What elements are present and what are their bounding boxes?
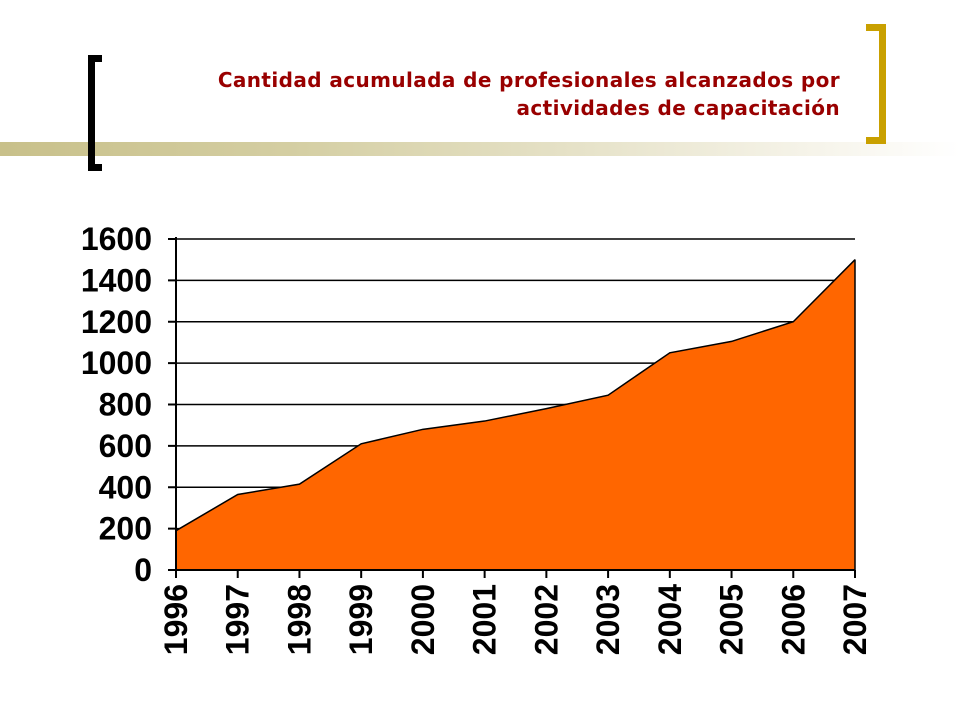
x-tick-label-2003: 2003 — [590, 584, 626, 655]
data-point-1997 — [237, 493, 239, 495]
y-tick-label-200: 200 — [99, 511, 152, 547]
y-axis-tick-labels: 0 200 400 600 800 1000 1200 1400 1600 — [81, 221, 152, 588]
x-tick-label-1997: 1997 — [220, 584, 256, 655]
y-tick-label-0: 0 — [134, 552, 152, 588]
data-point-1999 — [360, 443, 362, 445]
data-point-2002 — [545, 408, 547, 410]
x-tick-label-1998: 1998 — [281, 584, 317, 655]
slide-title: Cantidad acumulada de profesionales alca… — [120, 66, 840, 122]
right-bracket-decoration — [866, 24, 886, 144]
area-series-outline — [175, 259, 856, 532]
x-tick-label-2007: 2007 — [837, 584, 873, 655]
y-tick-label-600: 600 — [99, 428, 152, 464]
data-point-2000 — [422, 428, 424, 430]
y-tick-label-1000: 1000 — [81, 345, 152, 381]
x-tick-label-2002: 2002 — [528, 584, 564, 655]
x-axis-tick-labels: 1996 1997 1998 1999 2000 2001 2002 2003 2004 2005… — [158, 584, 873, 655]
data-point-2006 — [792, 321, 794, 323]
x-tick-label-2005: 2005 — [714, 584, 750, 655]
chart-axes — [168, 237, 856, 578]
data-point-2004 — [669, 352, 671, 354]
x-tick-label-2001: 2001 — [467, 584, 503, 655]
y-tick-label-400: 400 — [99, 469, 152, 505]
y-tick-label-1200: 1200 — [81, 304, 152, 340]
y-tick-label-800: 800 — [99, 387, 152, 423]
x-tick-label-1999: 1999 — [343, 584, 379, 655]
data-point-2003 — [607, 394, 609, 396]
y-tick-label-1400: 1400 — [81, 262, 152, 298]
left-bracket-decoration — [88, 55, 102, 171]
x-tick-label-2004: 2004 — [652, 584, 688, 655]
chart-area-layer — [175, 259, 856, 570]
x-tick-label-2006: 2006 — [775, 584, 811, 655]
header-band — [0, 142, 960, 156]
y-tick-label-1600: 1600 — [81, 221, 152, 257]
x-tick-label-1996: 1996 — [158, 584, 194, 655]
data-point-2001 — [484, 420, 486, 422]
x-tick-label-2000: 2000 — [405, 584, 441, 655]
data-point-1998 — [298, 483, 300, 485]
slide-title-line-2: actividades de capacitación — [516, 96, 840, 120]
data-point-2007 — [854, 259, 856, 261]
data-point-2005 — [731, 340, 733, 342]
slide-title-line-1: Cantidad acumulada de profesionales alca… — [217, 68, 840, 92]
